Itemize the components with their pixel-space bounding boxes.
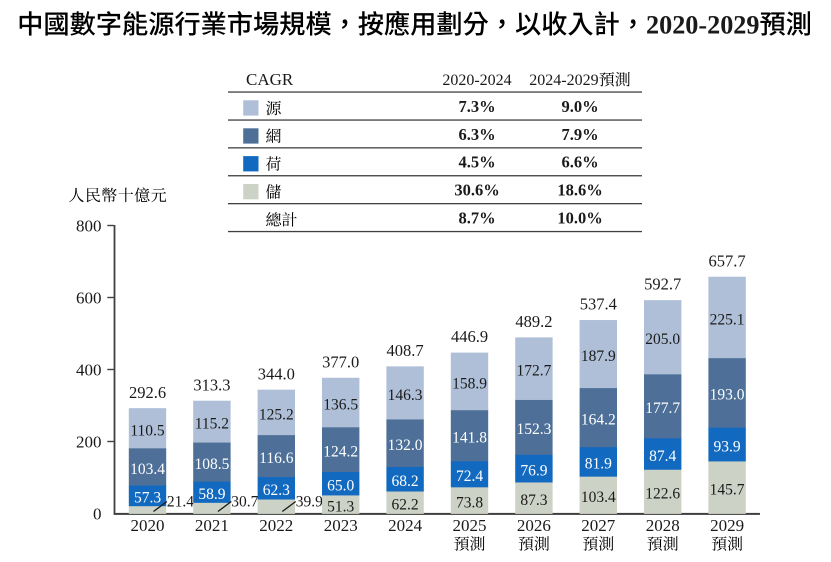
svg-text:164.2: 164.2 [581, 411, 616, 428]
svg-text:18.6%: 18.6% [557, 181, 602, 200]
svg-text:51.3: 51.3 [327, 499, 354, 516]
svg-text:8.7%: 8.7% [458, 209, 495, 228]
svg-text:145.7: 145.7 [710, 482, 745, 499]
svg-text:132.0: 132.0 [388, 437, 423, 454]
svg-text:141.8: 141.8 [452, 430, 487, 447]
svg-text:103.4: 103.4 [130, 461, 165, 478]
svg-text:2025: 2025 [453, 516, 487, 535]
svg-text:446.9: 446.9 [451, 327, 488, 346]
svg-text:116.6: 116.6 [259, 450, 294, 467]
svg-text:103.4: 103.4 [581, 489, 616, 506]
svg-text:292.6: 292.6 [129, 383, 166, 402]
svg-text:93.9: 93.9 [714, 438, 741, 455]
svg-text:600: 600 [76, 289, 102, 308]
svg-text:225.1: 225.1 [710, 311, 745, 328]
svg-text:108.5: 108.5 [194, 456, 229, 473]
svg-text:72.4: 72.4 [456, 468, 483, 485]
svg-text:125.2: 125.2 [259, 406, 294, 423]
svg-text:4.5%: 4.5% [458, 153, 495, 172]
svg-text:592.7: 592.7 [644, 275, 681, 294]
svg-text:2026: 2026 [517, 516, 551, 535]
svg-text:10.0%: 10.0% [557, 209, 602, 228]
svg-text:0: 0 [93, 505, 102, 524]
svg-text:172.7: 172.7 [516, 363, 551, 380]
svg-text:CAGR: CAGR [246, 70, 294, 89]
svg-text:187.9: 187.9 [581, 348, 616, 365]
svg-text:65.0: 65.0 [327, 478, 354, 495]
svg-text:2020: 2020 [131, 516, 165, 535]
svg-text:537.4: 537.4 [580, 295, 617, 314]
svg-text:110.5: 110.5 [130, 422, 165, 439]
svg-text:87.3: 87.3 [520, 492, 547, 509]
svg-text:2020-2024: 2020-2024 [442, 72, 511, 89]
svg-text:2029: 2029 [710, 516, 744, 535]
svg-text:68.2: 68.2 [392, 473, 419, 490]
svg-text:158.9: 158.9 [452, 375, 487, 392]
svg-text:6.6%: 6.6% [561, 153, 598, 172]
svg-text:73.8: 73.8 [456, 494, 483, 511]
svg-text:136.5: 136.5 [323, 397, 358, 414]
svg-text:152.3: 152.3 [516, 421, 551, 438]
svg-text:400: 400 [76, 361, 102, 380]
svg-text:62.2: 62.2 [392, 497, 419, 514]
svg-text:177.7: 177.7 [645, 400, 680, 417]
svg-text:76.9: 76.9 [520, 462, 547, 479]
svg-text:800: 800 [76, 217, 102, 236]
svg-text:489.2: 489.2 [515, 312, 552, 331]
svg-text:200: 200 [76, 433, 102, 452]
svg-text:657.7: 657.7 [709, 251, 746, 270]
svg-text:81.9: 81.9 [585, 456, 612, 473]
svg-text:205.0: 205.0 [645, 331, 680, 348]
svg-text:7.3%: 7.3% [458, 97, 495, 116]
svg-text:62.3: 62.3 [263, 482, 290, 499]
svg-text:146.3: 146.3 [388, 387, 423, 404]
svg-text:124.2: 124.2 [323, 444, 358, 461]
svg-text:58.9: 58.9 [198, 486, 225, 503]
svg-text:2027: 2027 [581, 516, 616, 535]
svg-text:87.4: 87.4 [649, 448, 676, 465]
svg-text:2023: 2023 [324, 516, 358, 535]
svg-text:9.0%: 9.0% [561, 97, 598, 116]
svg-text:122.6: 122.6 [645, 486, 680, 503]
svg-text:39.9: 39.9 [296, 494, 323, 511]
svg-text:2024-2029: 2024-2029 [529, 72, 598, 89]
svg-text:408.7: 408.7 [387, 341, 424, 360]
svg-text:193.0: 193.0 [710, 387, 745, 404]
svg-text:30.7: 30.7 [231, 494, 258, 511]
svg-text:2024: 2024 [388, 516, 423, 535]
svg-text:2020-2029: 2020-2029 [646, 10, 759, 39]
svg-text:57.3: 57.3 [134, 490, 161, 507]
svg-text:377.0: 377.0 [322, 352, 359, 371]
svg-text:344.0: 344.0 [258, 364, 295, 383]
svg-text:21.4: 21.4 [167, 494, 194, 511]
svg-text:2021: 2021 [195, 516, 229, 535]
svg-text:2022: 2022 [259, 516, 293, 535]
svg-text:313.3: 313.3 [193, 375, 230, 394]
svg-text:7.9%: 7.9% [561, 125, 598, 144]
svg-text:30.6%: 30.6% [454, 181, 499, 200]
svg-text:115.2: 115.2 [195, 416, 229, 433]
svg-text:2028: 2028 [646, 516, 680, 535]
svg-text:6.3%: 6.3% [458, 125, 495, 144]
